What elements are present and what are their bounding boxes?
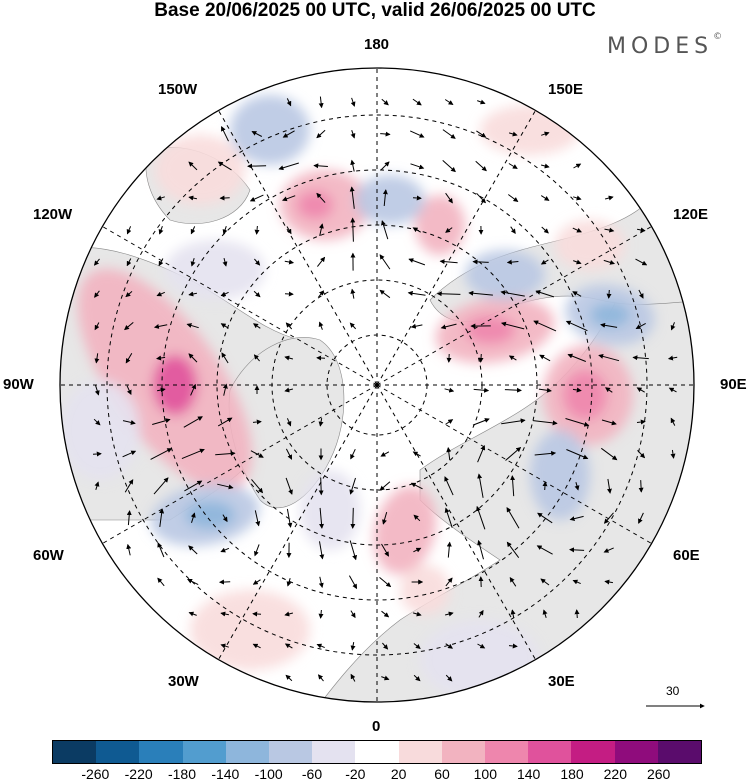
colorbar-box	[442, 741, 485, 763]
colorbar	[52, 740, 702, 764]
colorbar-tick-label: 180	[560, 766, 583, 782]
colorbar-tick-label: -20	[345, 766, 365, 782]
wind-vector	[253, 614, 261, 615]
lon-label-60e: 60E	[673, 548, 700, 564]
wind-vector	[321, 478, 322, 495]
lon-label-150e: 150E	[548, 82, 583, 98]
colorbar-box	[528, 741, 571, 763]
reference-vector-label: 30	[666, 684, 679, 698]
lon-label-30e: 30E	[548, 674, 575, 690]
colorbar-box	[312, 741, 355, 763]
colorbar-box	[183, 741, 226, 763]
wind-vector	[353, 508, 354, 528]
anomaly-region	[297, 191, 333, 219]
lon-label-30w: 30W	[168, 674, 199, 690]
colorbar-tick-label: -220	[125, 766, 153, 782]
wind-vector	[93, 454, 101, 455]
polar-map[interactable]	[0, 0, 750, 735]
lon-label-180: 180	[364, 37, 389, 53]
anomaly-region	[530, 430, 590, 520]
wind-vector	[545, 482, 546, 490]
lon-label-120w: 120W	[33, 207, 72, 223]
colorbar-tick-label: 60	[434, 766, 450, 782]
lon-label-120e: 120E	[673, 207, 708, 223]
anomaly-region	[400, 565, 450, 615]
wind-vector	[413, 198, 421, 199]
colorbar-box	[485, 741, 528, 763]
colorbar-tick-label: 260	[647, 766, 670, 782]
anomaly-region	[190, 590, 310, 670]
colorbar-tick-label: 100	[474, 766, 497, 782]
colorbar-tick-label: -100	[255, 766, 283, 782]
colorbar-box	[399, 741, 442, 763]
lon-label-90e: 90E	[720, 377, 747, 393]
wind-vector	[641, 480, 642, 492]
colorbar-box	[355, 741, 398, 763]
colorbar-labels: -260 -220 -180 -140 -100 -60 -20 20 60 100 140 180 2…	[0, 766, 750, 784]
anomaly-region	[355, 175, 425, 225]
lon-label-90w: 90W	[3, 377, 34, 393]
colorbar-box	[53, 741, 96, 763]
anomaly-region	[60, 380, 140, 480]
colorbar-box	[658, 741, 701, 763]
map-disk	[40, 50, 720, 730]
anomaly-region	[563, 370, 607, 420]
colorbar-box	[139, 741, 182, 763]
lon-label-0: 0	[372, 719, 380, 735]
wind-vector	[609, 290, 610, 298]
anomaly-region	[185, 501, 235, 529]
lon-label-60w: 60W	[33, 548, 64, 564]
lon-label-150w: 150W	[158, 82, 197, 98]
wind-vector	[577, 610, 578, 618]
colorbar-tick-label: 20	[391, 766, 407, 782]
anomaly-region	[230, 95, 310, 165]
colorbar-box	[96, 741, 139, 763]
colorbar-tick-label: -260	[81, 766, 109, 782]
anomaly-region	[590, 303, 630, 327]
wind-vector	[481, 354, 482, 362]
anomaly-region	[555, 220, 625, 270]
anomaly-region	[420, 620, 540, 700]
colorbar-box	[615, 741, 658, 763]
colorbar-tick-label: 140	[517, 766, 540, 782]
colorbar-box	[226, 741, 269, 763]
colorbar-tick-label: -60	[302, 766, 322, 782]
colorbar-box	[571, 741, 614, 763]
colorbar-tick-label: -140	[211, 766, 239, 782]
colorbar-box	[269, 741, 312, 763]
colorbar-tick-label: -180	[168, 766, 196, 782]
colorbar-tick-label: 220	[604, 766, 627, 782]
